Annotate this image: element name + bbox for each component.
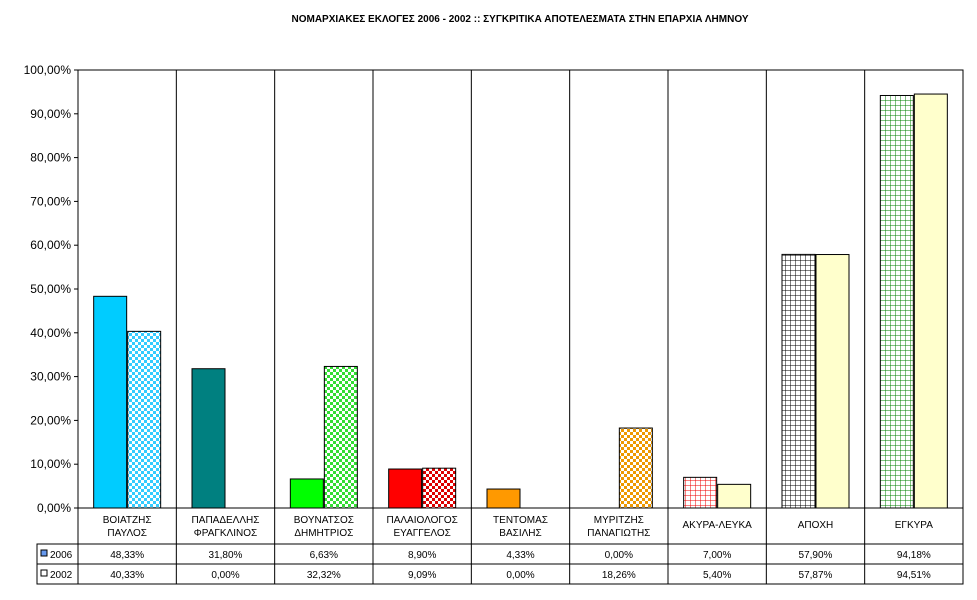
bar-2002-8 (815, 254, 850, 509)
data-label-2002: 18,26% (602, 570, 636, 581)
data-table: 2006 48,33% 31,80% 6,63% 8,90% 4,33% 0,00% 7,00… (36, 508, 964, 585)
data-label-2002: 5,40% (703, 570, 731, 581)
data-label-2006: 31,80% (209, 550, 243, 561)
bar-2006-4 (388, 468, 423, 509)
bar-2006-7 (683, 476, 718, 509)
bar-2006-2 (191, 368, 226, 509)
data-label-2006: 57,90% (799, 550, 833, 561)
chart-title: ΝΟΜΑΡΧΙΑΚΕΣ ΕΚΛΟΓΕΣ 2006 - 2002 :: ΣΥΓΚΡ… (291, 14, 748, 25)
y-tick-label: 0,00% (37, 501, 71, 515)
data-label-2002: 9,09% (408, 570, 436, 581)
bar-2002-4 (422, 467, 457, 509)
y-tick-label: 100,00% (24, 63, 72, 77)
data-label-2002: 32,32% (307, 570, 341, 581)
bar-2002-9 (913, 93, 948, 509)
category-label: ΦΡΑΓΚΛΙΝΟΣ (194, 528, 257, 539)
legend-key-2006 (40, 549, 48, 557)
category-label: ΒΑΣΙΛΗΣ (499, 528, 541, 539)
data-label-2002: 0,00% (211, 570, 239, 581)
y-tick-label: 60,00% (30, 238, 71, 252)
category-label: ΑΠΟΧΗ (798, 520, 834, 531)
bar-2002-7 (717, 483, 752, 509)
data-label-2002: 40,33% (110, 570, 144, 581)
data-label-2002: 57,87% (799, 570, 833, 581)
y-tick-label: 80,00% (30, 151, 71, 165)
data-label-2006: 6,63% (310, 550, 338, 561)
category-label: ΠΑΠΑΔΕΛΛΗΣ (192, 515, 260, 526)
y-tick-label: 20,00% (30, 413, 71, 427)
y-tick-label: 40,00% (30, 326, 71, 340)
bar-2006-1 (93, 295, 128, 509)
data-label-2006: 94,18% (897, 550, 931, 561)
legend-label-2002: 2002 (50, 570, 73, 581)
y-tick-label: 70,00% (30, 194, 71, 208)
y-tick-label: 10,00% (30, 457, 71, 471)
y-tick-label: 50,00% (30, 282, 71, 296)
data-label-2002: 94,51% (897, 570, 931, 581)
bars (93, 93, 948, 509)
data-label-2006: 8,90% (408, 550, 436, 561)
bar-2006-3 (289, 478, 324, 509)
category-label: ΔΗΜΗΤΡΙΟΣ (294, 528, 353, 539)
category-label: ΕΓΚΥΡΑ (895, 520, 933, 531)
y-tick-label: 90,00% (30, 107, 71, 121)
legend-key-2002 (40, 569, 48, 577)
bar-2006-5 (486, 488, 521, 509)
bar-2002-6 (618, 427, 653, 509)
data-label-2006: 48,33% (110, 550, 144, 561)
data-label-2006: 4,33% (506, 550, 534, 561)
category-label: ΠΑΛΑΙΟΛΟΓΟΣ (386, 515, 457, 526)
category-label: ΤΕΝΤΟΜΑΣ (493, 515, 548, 526)
bar-2006-8 (781, 253, 816, 509)
data-label-2002: 0,00% (506, 570, 534, 581)
category-label: ΠΑΝΑΓΙΩΤΗΣ (587, 528, 650, 539)
category-label: ΜΥΡΙΤΖΗΣ (594, 515, 644, 526)
bar-2006-9 (879, 94, 914, 509)
bar-2002-3 (323, 365, 358, 509)
y-tick-label: 30,00% (30, 370, 71, 384)
legend-label-2006: 2006 (50, 550, 73, 561)
category-label: ΑΚΥΡΑ-ΛΕΥΚΑ (683, 520, 753, 531)
category-label: ΠΑΥΛΟΣ (107, 528, 147, 539)
category-label: ΒΟΥΝΑΤΣΟΣ (294, 515, 354, 526)
bar-2002-1 (127, 330, 162, 509)
category-label: ΒΟΙΑΤΖΗΣ (103, 515, 152, 526)
data-label-2006: 0,00% (605, 550, 633, 561)
data-label-2006: 7,00% (703, 550, 731, 561)
category-label: ΕΥΑΓΓΕΛΟΣ (393, 528, 450, 539)
